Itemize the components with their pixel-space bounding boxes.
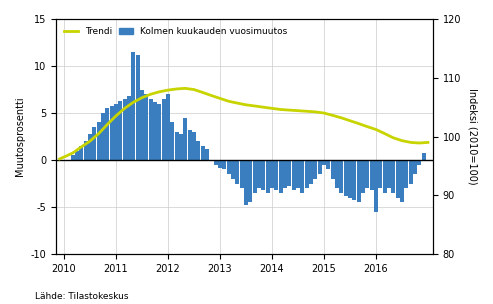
Bar	[114, 104, 118, 160]
Bar	[257, 160, 261, 188]
Bar	[88, 134, 92, 160]
Y-axis label: Muutosprosentti: Muutosprosentti	[15, 97, 25, 176]
Bar	[222, 160, 226, 169]
Bar	[162, 99, 166, 160]
Bar	[400, 160, 404, 202]
Bar	[175, 132, 178, 160]
Bar	[140, 89, 144, 160]
Bar	[322, 160, 326, 165]
Bar	[218, 160, 222, 168]
Bar	[287, 160, 291, 186]
Bar	[105, 108, 109, 160]
Bar	[253, 160, 256, 193]
Bar	[326, 160, 330, 169]
Bar	[318, 160, 321, 174]
Bar	[92, 127, 96, 160]
Bar	[214, 160, 217, 165]
Bar	[188, 130, 192, 160]
Bar	[179, 134, 183, 160]
Bar	[339, 160, 343, 193]
Bar	[361, 160, 365, 193]
Bar	[266, 160, 270, 193]
Bar	[261, 160, 265, 190]
Bar	[240, 160, 244, 188]
Bar	[305, 160, 309, 188]
Legend: Trendi, Kolmen kuukauden vuosimuutos: Trendi, Kolmen kuukauden vuosimuutos	[61, 23, 291, 40]
Bar	[144, 94, 148, 160]
Bar	[183, 118, 187, 160]
Bar	[201, 146, 205, 160]
Bar	[365, 160, 369, 188]
Bar	[71, 155, 74, 160]
Bar	[313, 160, 317, 179]
Bar	[101, 113, 105, 160]
Bar	[404, 160, 408, 188]
Bar	[157, 104, 161, 160]
Bar	[244, 160, 248, 205]
Bar	[231, 160, 235, 179]
Bar	[335, 160, 339, 188]
Bar	[110, 105, 113, 160]
Bar	[84, 141, 88, 160]
Bar	[300, 160, 304, 193]
Bar	[79, 146, 83, 160]
Bar	[387, 160, 391, 188]
Bar	[279, 160, 282, 193]
Bar	[383, 160, 387, 193]
Bar	[357, 160, 360, 202]
Bar	[248, 160, 252, 202]
Bar	[348, 160, 352, 198]
Bar	[370, 160, 374, 190]
Bar	[396, 160, 400, 198]
Bar	[296, 160, 300, 188]
Bar	[149, 99, 152, 160]
Bar	[153, 102, 157, 160]
Bar	[131, 52, 135, 160]
Bar	[270, 160, 274, 188]
Bar	[205, 149, 209, 160]
Y-axis label: Indeksi (2010=100): Indeksi (2010=100)	[468, 88, 478, 185]
Bar	[166, 94, 170, 160]
Bar	[136, 55, 140, 160]
Bar	[192, 132, 196, 160]
Bar	[417, 160, 421, 165]
Bar	[274, 160, 278, 190]
Bar	[352, 160, 356, 199]
Bar	[413, 160, 417, 174]
Bar	[292, 160, 296, 190]
Bar	[123, 99, 127, 160]
Bar	[391, 160, 395, 193]
Bar	[378, 160, 382, 188]
Bar	[170, 123, 174, 160]
Bar	[127, 96, 131, 160]
Bar	[374, 160, 378, 212]
Bar	[97, 123, 101, 160]
Bar	[422, 154, 425, 160]
Bar	[331, 160, 335, 179]
Bar	[118, 101, 122, 160]
Text: Lähde: Tilastokeskus: Lähde: Tilastokeskus	[35, 292, 128, 301]
Bar	[227, 160, 231, 174]
Bar	[409, 160, 413, 184]
Bar	[283, 160, 287, 188]
Bar	[309, 160, 313, 184]
Bar	[196, 141, 200, 160]
Bar	[235, 160, 239, 184]
Bar	[75, 151, 79, 160]
Bar	[344, 160, 348, 196]
